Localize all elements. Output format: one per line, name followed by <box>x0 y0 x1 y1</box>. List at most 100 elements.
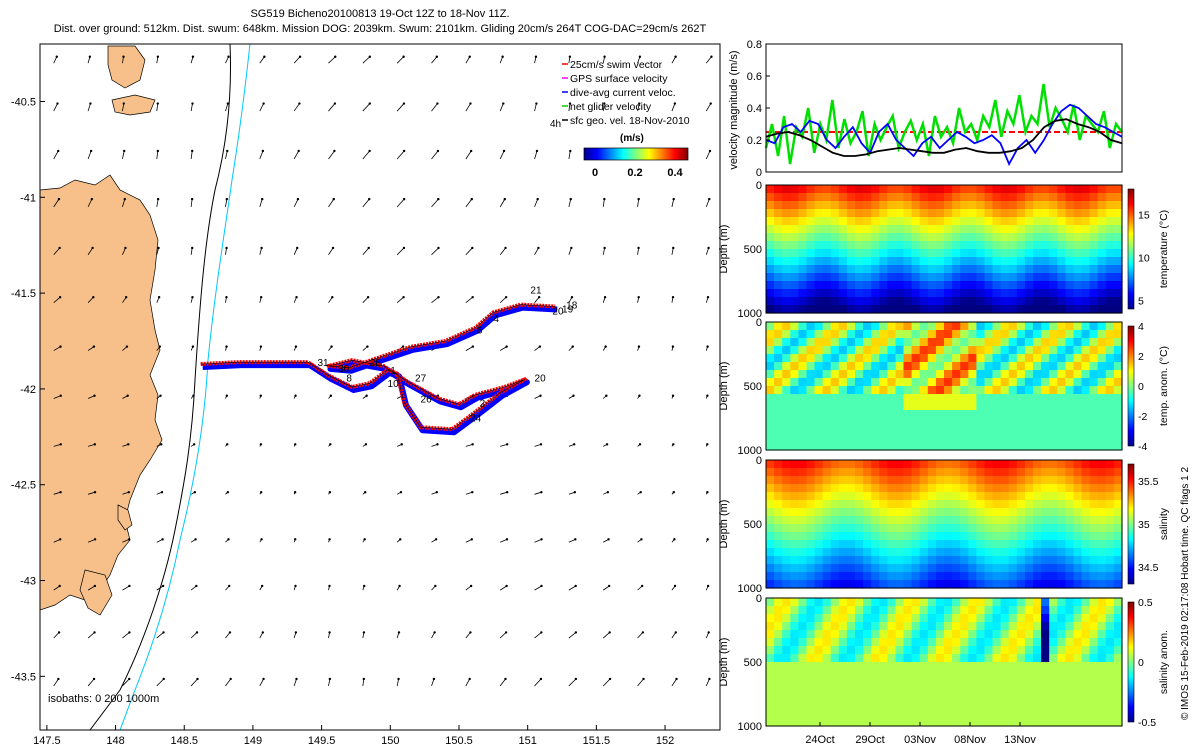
section-cell <box>790 540 799 549</box>
velocity-vector-head <box>710 55 713 58</box>
section-cell <box>1105 606 1115 615</box>
section-cell <box>960 386 969 395</box>
section-cell <box>879 614 888 623</box>
section-cell <box>822 257 832 266</box>
section-cell <box>1000 370 1010 379</box>
section-cell <box>782 305 791 314</box>
section-cell <box>1089 710 1099 719</box>
section-cell <box>855 500 864 509</box>
velocity-vector-head <box>156 102 159 105</box>
velocity-vector-head <box>55 55 58 58</box>
section-cell <box>887 273 897 282</box>
section-cell <box>911 718 921 727</box>
section-cell <box>863 630 872 639</box>
section-cell <box>887 516 897 525</box>
section-cell <box>879 622 888 631</box>
map-frame <box>39 43 721 731</box>
velocity-vector <box>328 103 336 112</box>
section-cell <box>960 460 969 469</box>
section-cell <box>1097 686 1107 695</box>
section-cell <box>814 338 824 347</box>
section-cell <box>1008 614 1018 623</box>
section-cell <box>935 500 945 509</box>
velocity-vector-head <box>706 490 709 494</box>
section-cell <box>1089 670 1099 679</box>
section-cell <box>822 540 832 549</box>
section-cell <box>766 532 775 541</box>
section-cell <box>960 217 969 226</box>
section-cell <box>1008 508 1018 517</box>
section-cell <box>1033 630 1042 639</box>
section-cell <box>1000 572 1010 581</box>
section-cell <box>952 468 961 477</box>
section-cell <box>863 249 872 258</box>
section-cell <box>782 193 791 202</box>
section-cell <box>798 402 808 411</box>
velocity-vector-head <box>434 538 438 541</box>
section-cell <box>992 265 1002 274</box>
section-ytick-label: 1000 <box>738 445 762 457</box>
section-cell <box>855 646 864 655</box>
section-cell <box>903 516 913 525</box>
section-cell <box>1049 418 1058 427</box>
section-cell <box>903 418 913 427</box>
section-cell <box>766 678 775 687</box>
section-cell <box>1057 362 1066 371</box>
section-cell <box>846 378 856 387</box>
section-cell <box>871 678 880 687</box>
section-cell <box>1105 378 1115 387</box>
section-cell <box>1113 614 1123 623</box>
section-cell <box>782 289 791 298</box>
map-xtick-label: 150.5 <box>445 735 473 747</box>
section-cell <box>879 193 888 202</box>
section-cell <box>1008 394 1018 403</box>
section-cell <box>1024 572 1034 581</box>
velocity-ytick-label: 0.4 <box>747 103 762 115</box>
section-cell <box>1041 305 1050 314</box>
section-cell <box>871 386 880 395</box>
section-cell <box>1024 670 1034 679</box>
velocity-vector <box>499 296 507 303</box>
section-cell <box>919 484 929 493</box>
section-cell <box>863 654 872 663</box>
title-line-2: Dist. over ground: 512km. Dist. swum: 64… <box>53 23 707 35</box>
section-cell <box>1057 378 1066 387</box>
velocity-vector-head <box>638 55 642 58</box>
section-cell <box>806 670 816 679</box>
section-cell <box>1033 217 1042 226</box>
section-cell <box>984 654 994 663</box>
section-cell <box>863 289 872 298</box>
section-cell <box>1041 386 1050 395</box>
section-cell <box>952 297 961 306</box>
section-cell <box>1000 330 1010 339</box>
section-cell <box>1033 622 1042 631</box>
section-cell <box>1073 249 1083 258</box>
section-cell <box>830 225 840 234</box>
section-cell <box>1097 378 1107 387</box>
section-cell <box>1105 564 1115 573</box>
section-cell <box>790 678 799 687</box>
section-cell <box>798 289 808 298</box>
velocity-vector <box>671 199 675 207</box>
velocity-vector <box>465 346 474 351</box>
section-cell <box>984 662 994 671</box>
section-cell <box>1065 410 1075 419</box>
section-cell <box>814 492 824 501</box>
section-cell <box>1016 580 1026 589</box>
section-cell <box>952 273 961 282</box>
section-cell <box>846 265 856 274</box>
section-cell <box>903 532 913 541</box>
section-cell <box>1081 556 1091 565</box>
section-cell <box>895 646 905 655</box>
velocity-vector-head <box>190 246 194 250</box>
section-cell <box>1008 460 1018 469</box>
section-cell <box>1033 394 1042 403</box>
section-cell <box>887 484 897 493</box>
section-cell <box>911 378 921 387</box>
section-cell <box>911 476 921 485</box>
section-cell <box>1105 209 1115 218</box>
section-cell <box>992 426 1002 435</box>
section-cell <box>1033 710 1042 719</box>
section-cell <box>814 225 824 234</box>
section-cell <box>927 209 937 218</box>
